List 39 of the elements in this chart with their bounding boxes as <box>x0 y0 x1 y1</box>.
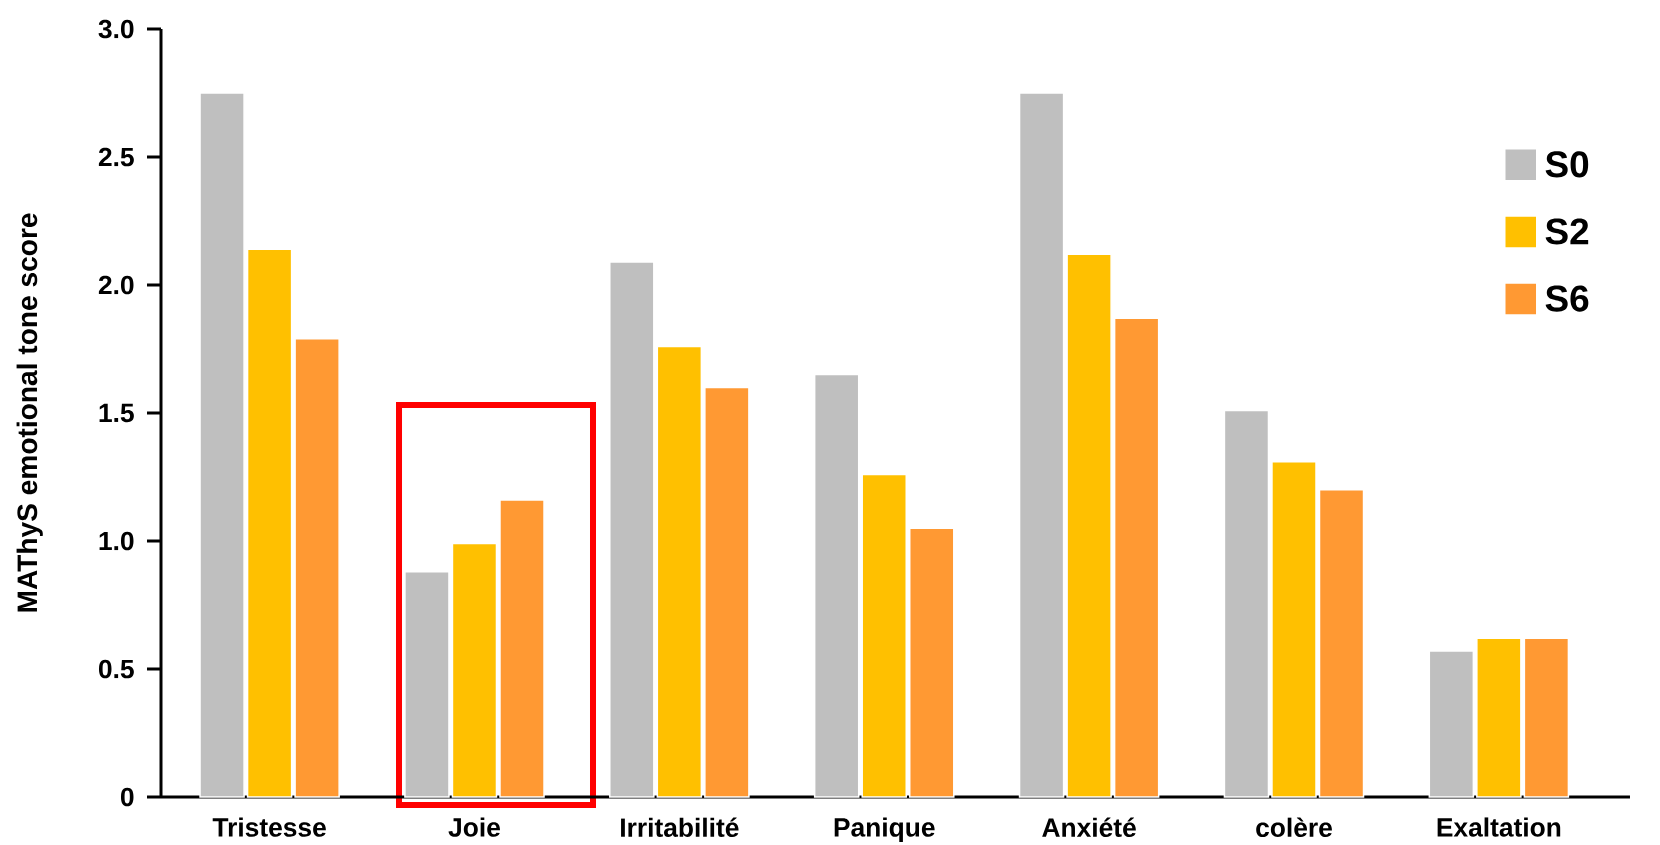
bar <box>1318 489 1365 798</box>
bar <box>199 92 245 798</box>
x-tick-label: Anxiété <box>1042 817 1136 838</box>
x-tick-label: Irritabilité <box>621 817 739 838</box>
y-tick-label: 3.0 <box>98 19 134 39</box>
y-axis-title: MAThyS emotional tone score <box>16 213 43 612</box>
bar <box>1476 637 1522 798</box>
bar <box>861 473 907 798</box>
bar <box>1018 92 1065 798</box>
x-tick-label: Exaltation <box>1437 817 1561 837</box>
bar <box>1271 460 1317 798</box>
x-tick-label: Joie <box>448 817 500 837</box>
bar <box>1223 409 1270 798</box>
bar <box>704 386 750 798</box>
y-tick-label: 1.5 <box>99 403 134 423</box>
bar <box>908 527 955 798</box>
bar <box>451 542 498 798</box>
bar <box>1113 317 1160 798</box>
y-tick-label: 1.0 <box>99 531 134 551</box>
bar <box>1523 637 1570 798</box>
y-tick-label: 2.0 <box>98 275 134 295</box>
bar <box>1428 650 1475 798</box>
x-tick-label: Tristesse <box>212 817 326 837</box>
y-tick-label: 0 <box>120 787 134 807</box>
legend-label: S2 <box>1545 218 1589 245</box>
bar <box>499 499 545 798</box>
bar <box>1066 253 1112 798</box>
y-tick-label: 2.5 <box>98 147 134 167</box>
x-tick-label: Panique <box>834 817 935 842</box>
bar <box>246 248 293 798</box>
bar <box>813 373 860 798</box>
legend-label: S6 <box>1545 285 1589 312</box>
bar <box>404 570 450 798</box>
bar <box>656 345 703 798</box>
legend-label: S0 <box>1545 151 1589 178</box>
y-tick-label: 0.5 <box>98 659 134 679</box>
bar <box>294 338 340 798</box>
bar <box>609 261 655 798</box>
x-tick-label: colère <box>1256 817 1332 838</box>
